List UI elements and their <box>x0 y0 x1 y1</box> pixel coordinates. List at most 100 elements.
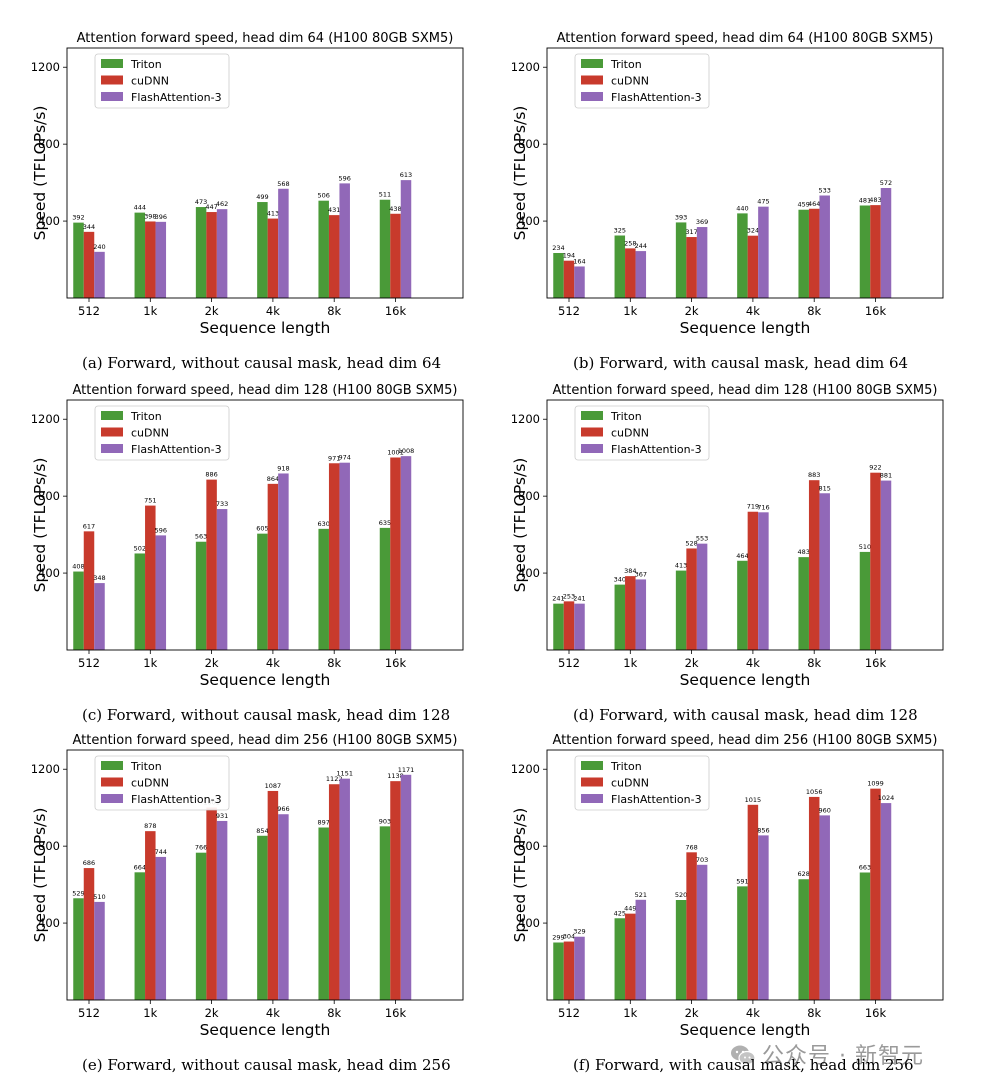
bar-flashattention-3 <box>758 835 769 1000</box>
chart-panel-1: Attention forward speed, head dim 64 (H1… <box>31 31 464 337</box>
bar-cudnn <box>625 576 636 650</box>
x-tick-label: 8k <box>807 304 821 318</box>
data-label: 392 <box>72 214 84 222</box>
bar-triton <box>614 584 626 650</box>
bar-flashattention-3 <box>400 180 412 298</box>
bar-triton <box>859 872 871 1000</box>
x-tick-label: 512 <box>558 656 580 670</box>
x-tick-label: 8k <box>807 656 821 670</box>
data-label: 473 <box>195 198 207 206</box>
data-label: 663 <box>859 864 871 872</box>
legend-label: Triton <box>610 410 642 423</box>
x-tick-label: 2k <box>205 656 219 670</box>
x-tick-label: 1k <box>623 1006 637 1020</box>
bar-triton <box>134 553 146 650</box>
bar-cudnn <box>563 601 575 650</box>
legend-label: FlashAttention-3 <box>131 443 222 456</box>
data-label: 1138 <box>387 772 404 780</box>
data-label: 878 <box>144 822 156 830</box>
x-tick-label: 512 <box>78 304 100 318</box>
legend-box <box>94 405 230 461</box>
data-label: 444 <box>134 204 146 212</box>
bar-flashattention-3 <box>278 188 289 298</box>
y-tick-label: 1200 <box>511 762 540 776</box>
data-label: 367 <box>635 570 647 578</box>
x-tick-label: 4k <box>266 304 280 318</box>
bar-flashattention-3 <box>880 480 892 650</box>
bar-triton <box>553 942 564 1000</box>
data-label: 244 <box>635 242 647 250</box>
x-axis-label: Sequence length <box>680 319 811 337</box>
x-tick-label: 4k <box>746 656 760 670</box>
bar-triton <box>737 886 748 1000</box>
legend-label: cuDNN <box>611 777 649 790</box>
y-tick-label: 800 <box>518 839 540 853</box>
legend-label: FlashAttention-3 <box>611 91 702 104</box>
legend-label: FlashAttention-3 <box>131 91 222 104</box>
plot-frame <box>66 749 464 1001</box>
data-label: 510 <box>93 893 105 901</box>
x-tick-label: 16k <box>385 656 407 670</box>
data-label: 966 <box>277 805 289 813</box>
data-label: 447 <box>205 203 217 211</box>
bar-flashattention-3 <box>819 195 830 298</box>
legend: Triton cuDNN FlashAttention-3 <box>94 53 230 109</box>
chart-panel-2: Attention forward speed, head dim 64 (H1… <box>511 31 944 337</box>
legend-box <box>94 53 230 109</box>
subcaption: (a) Forward, without causal mask, head d… <box>82 354 442 372</box>
data-label: 324 <box>747 227 759 235</box>
bar-cudnn <box>83 531 95 650</box>
bar-triton <box>257 533 268 650</box>
bar-triton <box>195 541 207 650</box>
data-label: 733 <box>216 500 228 508</box>
data-label: 903 <box>379 817 391 825</box>
data-label: 1015 <box>745 796 762 804</box>
bar-flashattention-3 <box>94 583 105 650</box>
y-tick-label: 800 <box>38 489 60 503</box>
data-label: 613 <box>400 171 412 179</box>
data-label: 971 <box>328 454 340 462</box>
data-label: 529 <box>72 889 84 897</box>
data-label: 664 <box>134 863 146 871</box>
bar-flashattention-3 <box>635 251 647 298</box>
x-tick-label: 4k <box>266 1006 280 1020</box>
data-label: 864 <box>267 475 279 483</box>
bar-cudnn <box>808 208 820 298</box>
data-label: 854 <box>256 827 268 835</box>
data-label: 922 <box>869 464 881 472</box>
y-axis-label: Speed (TFLOPs/s) <box>511 808 529 943</box>
data-label: 340 <box>614 576 626 584</box>
bar-triton <box>195 852 207 1000</box>
data-label: 563 <box>195 533 207 541</box>
bar-flashattention-3 <box>155 856 167 1000</box>
bar-cudnn <box>390 781 401 1000</box>
bar-cudnn <box>206 807 217 1000</box>
data-label: 719 <box>747 503 759 511</box>
data-label: 703 <box>696 856 708 864</box>
bar-triton <box>73 898 84 1000</box>
legend-label: Triton <box>610 58 642 71</box>
legend-swatch-flashattention-3 <box>581 794 603 803</box>
legend-box <box>574 755 710 811</box>
x-tick-label: 512 <box>558 304 580 318</box>
data-label: 464 <box>808 200 820 208</box>
bar-flashattention-3 <box>758 206 769 298</box>
bar-flashattention-3 <box>94 901 105 1000</box>
data-label: 744 <box>155 848 167 856</box>
chart-panel-6: Attention forward speed, head dim 256 (H… <box>511 733 944 1039</box>
data-label: 716 <box>757 503 769 511</box>
data-label: 533 <box>818 187 830 195</box>
data-label: 299 <box>552 934 564 942</box>
legend-swatch-cudnn <box>101 427 123 437</box>
bar-cudnn <box>145 221 156 298</box>
bar-cudnn <box>267 483 279 650</box>
legend: Triton cuDNN FlashAttention-3 <box>94 755 230 811</box>
data-label: 630 <box>317 520 329 528</box>
bar-cudnn <box>808 796 820 1000</box>
data-label: 384 <box>624 567 636 575</box>
bar-cudnn <box>267 790 279 1000</box>
x-tick-label: 512 <box>78 1006 100 1020</box>
data-label: 481 <box>859 197 871 205</box>
data-label: 164 <box>573 257 585 265</box>
